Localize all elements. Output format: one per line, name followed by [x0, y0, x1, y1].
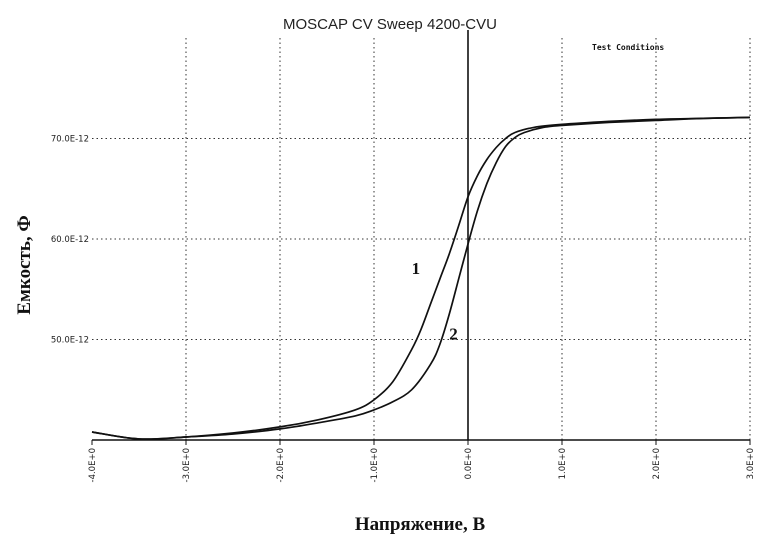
curve-label-2: 2	[449, 325, 458, 344]
x-tick-label: -4.0E+0	[88, 448, 98, 483]
x-tick-label: 1.0E+0	[558, 448, 568, 479]
chart-background	[0, 0, 780, 546]
chart-title: MOSCAP CV Sweep 4200-CVU	[283, 16, 497, 33]
y-tick-label: 70.0E-12	[51, 135, 89, 145]
y-tick-label: 50.0E-12	[51, 336, 89, 346]
curve-label-1: 1	[412, 259, 421, 278]
y-axis-label: Емкость, Ф	[14, 215, 35, 314]
y-tick-label: 60.0E-12	[51, 235, 89, 245]
x-tick-label: 3.0E+0	[746, 448, 756, 479]
x-axis-label: Напряжение, В	[355, 514, 486, 535]
cv-sweep-chart: MOSCAP CV Sweep 4200-CVU Test Conditions…	[0, 0, 780, 546]
x-tick-label: -1.0E+0	[370, 448, 380, 483]
test-conditions-label: Test Conditions	[592, 42, 664, 52]
x-tick-label: -3.0E+0	[182, 448, 192, 483]
x-tick-label: -2.0E+0	[276, 448, 286, 483]
x-tick-label: 2.0E+0	[652, 448, 662, 479]
x-tick-label: 0.0E+0	[464, 448, 474, 479]
